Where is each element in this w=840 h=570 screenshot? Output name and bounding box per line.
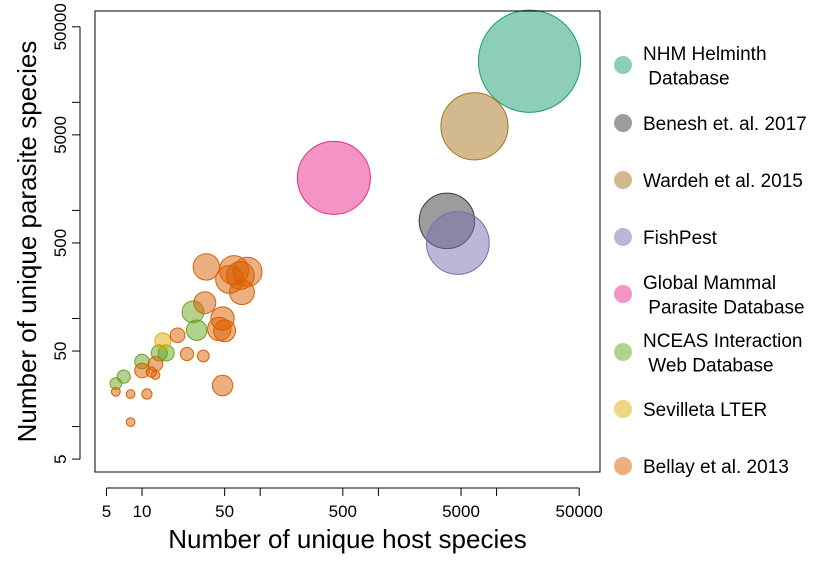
data-point bbox=[185, 319, 208, 341]
data-point bbox=[425, 211, 490, 275]
y-tick-label: 5000 bbox=[51, 116, 70, 154]
x-axis: 5 10 50 500 5000 50000 bbox=[102, 487, 603, 521]
legend: NHM Helminth Database Benesh et. al. 2017… bbox=[614, 44, 807, 478]
y-tick-label: 5 bbox=[51, 454, 70, 463]
data-point bbox=[169, 327, 186, 344]
legend-label: Sevilleta LTER bbox=[643, 400, 767, 421]
legend-label: Wardeh et al. 2015 bbox=[643, 171, 803, 192]
data-point bbox=[196, 349, 210, 363]
y-axis-label: Number of unique parasite species bbox=[12, 41, 42, 443]
y-tick-label: 50 bbox=[51, 342, 70, 361]
data-point bbox=[147, 356, 164, 372]
data-point bbox=[150, 370, 161, 380]
data-point bbox=[154, 332, 172, 350]
legend-label: NCEAS Interaction Web Database bbox=[643, 331, 802, 377]
data-point bbox=[110, 386, 121, 397]
x-tick-label: 5000 bbox=[442, 502, 480, 521]
legend-marker bbox=[614, 343, 632, 361]
legend-label: NHM Helminth Database bbox=[643, 44, 767, 90]
x-tick-label: 10 bbox=[133, 502, 152, 521]
x-tick-label: 50000 bbox=[556, 502, 603, 521]
data-point bbox=[232, 256, 263, 287]
y-tick-label: 500 bbox=[51, 229, 70, 257]
data-point bbox=[179, 346, 195, 362]
x-tick-label: 5 bbox=[102, 502, 111, 521]
data-point bbox=[440, 92, 509, 161]
x-tick-label: 50 bbox=[215, 502, 234, 521]
data-point bbox=[193, 291, 217, 315]
data-point bbox=[477, 9, 582, 113]
data-point bbox=[296, 140, 371, 215]
legend-label: Global Mammal Parasite Database bbox=[643, 273, 805, 319]
legend-marker bbox=[614, 457, 632, 475]
legend-label: Benesh et. al. 2017 bbox=[643, 114, 807, 135]
data-point bbox=[141, 388, 153, 400]
legend-marker bbox=[614, 285, 632, 303]
x-axis-label: Number of unique host species bbox=[168, 524, 526, 554]
data-point bbox=[125, 417, 136, 427]
y-axis: 5 50 500 5000 50000 bbox=[51, 3, 81, 464]
data-point bbox=[125, 389, 136, 399]
legend-marker bbox=[614, 56, 632, 74]
plot-frame bbox=[94, 10, 601, 473]
legend-marker bbox=[614, 114, 632, 132]
data-point bbox=[116, 369, 131, 384]
y-tick-label: 50000 bbox=[51, 3, 70, 50]
legend-label: FishPest bbox=[643, 228, 718, 249]
data-point bbox=[213, 319, 237, 343]
points-layer bbox=[109, 9, 582, 427]
legend-marker bbox=[614, 171, 632, 189]
legend-marker bbox=[614, 400, 632, 418]
legend-label: Bellay et al. 2013 bbox=[643, 457, 789, 478]
data-point bbox=[192, 253, 220, 281]
x-tick-label: 500 bbox=[329, 502, 357, 521]
data-point bbox=[211, 374, 234, 397]
legend-marker bbox=[614, 228, 632, 246]
